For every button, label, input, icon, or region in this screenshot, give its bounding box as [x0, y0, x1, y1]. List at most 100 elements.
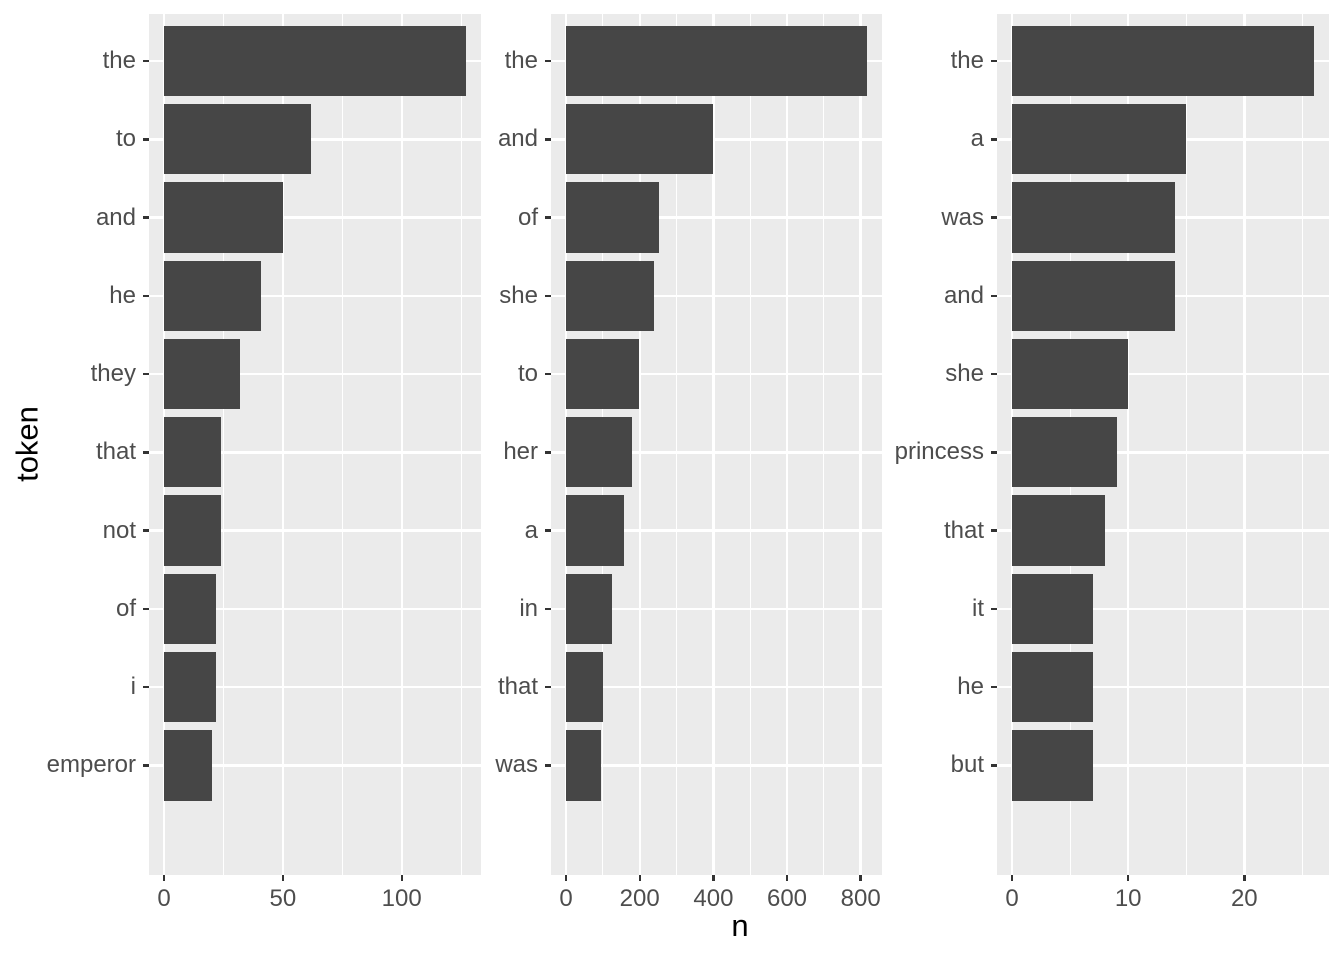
y-tick-label-he: he [957, 673, 984, 701]
y-tick-label-and: and [943, 281, 984, 309]
gridline-x-minor-25 [222, 14, 225, 875]
bar-was [1012, 182, 1175, 253]
bar-and [164, 182, 283, 253]
y-tick-mark-her [545, 451, 551, 454]
y-tick-label-he: he [109, 281, 136, 309]
gridline-y-of [551, 216, 882, 219]
gridline-y-a [551, 529, 882, 532]
bar-to [164, 104, 312, 175]
y-tick-label-her: her [503, 438, 538, 466]
y-tick-label-i: i [130, 673, 136, 701]
bar-to [566, 338, 640, 410]
bar-not [164, 495, 222, 566]
y-tick-mark-emperor [143, 764, 149, 767]
x-tick-mark-800 [859, 875, 862, 881]
facet-panel-2 [551, 14, 882, 875]
y-tick-mark-that [143, 451, 149, 454]
bar-of [164, 573, 217, 644]
bar-i [164, 651, 217, 723]
bar-they [164, 338, 241, 410]
y-tick-label-that: that [95, 438, 136, 466]
bar-a [566, 495, 624, 566]
gridline-x-minor-25 [1301, 14, 1303, 875]
gridline-x-major-50 [281, 14, 285, 875]
facet-panel-1 [149, 14, 481, 875]
bar-and [1012, 260, 1175, 331]
y-tick-label-the: the [504, 47, 538, 74]
y-tick-mark-and [545, 138, 551, 141]
gridline-x-major-0 [162, 14, 166, 875]
x-tick-mark-0 [162, 875, 166, 881]
x-tick-label-0: 0 [157, 885, 171, 912]
y-tick-label-to: to [517, 360, 538, 388]
y-tick-label-that: that [497, 673, 538, 701]
y-tick-label-a: a [524, 516, 538, 544]
gridline-y-to [551, 372, 882, 376]
gridline-y-he [149, 294, 481, 297]
x-tick-mark-10 [1126, 875, 1130, 881]
x-tick-label-0: 0 [1005, 885, 1019, 912]
x-tick-label-200: 200 [619, 885, 660, 912]
y-tick-label-of: of [115, 594, 136, 622]
gridline-x-major-400 [712, 14, 715, 875]
gridline-y-it [997, 607, 1329, 611]
gridline-y-i [149, 685, 481, 689]
gridline-y-he [997, 685, 1329, 689]
bar-that [164, 417, 222, 488]
gridline-y-that [997, 529, 1329, 532]
y-tick-label-not: not [102, 516, 136, 544]
x-tick-mark-100 [400, 875, 403, 881]
y-tick-label-in: in [519, 594, 538, 622]
x-tick-label-10: 10 [1114, 885, 1142, 912]
y-tick-mark-that [545, 685, 551, 689]
bar-that [566, 651, 603, 723]
gridline-x-minor-125 [460, 14, 462, 875]
bar-was [566, 730, 601, 801]
bar-but [1012, 730, 1094, 801]
y-tick-mark-to [545, 372, 551, 376]
gridline-x-major-0 [1010, 14, 1014, 875]
bar-in [566, 573, 613, 644]
y-tick-mark-but [991, 764, 997, 767]
y-tick-mark-was [545, 764, 551, 767]
y-axis-title: token [9, 406, 45, 482]
bar-her [566, 417, 632, 488]
y-tick-label-was: was [495, 751, 538, 779]
y-tick-mark-the [143, 59, 149, 63]
bar-that [1012, 495, 1105, 566]
y-tick-mark-the [545, 59, 551, 63]
y-tick-mark-a [545, 529, 551, 532]
gridline-y-that [551, 685, 882, 689]
y-tick-mark-he [143, 294, 149, 297]
gridline-y-princess [997, 451, 1329, 454]
bar-of [566, 182, 659, 253]
y-tick-label-princess: princess [894, 438, 984, 466]
gridline-y-of [149, 607, 481, 611]
x-tick-mark-0 [1010, 875, 1014, 881]
gridline-x-minor-15 [1185, 14, 1187, 875]
y-tick-mark-she [991, 372, 997, 376]
x-axis-title: n [731, 908, 749, 943]
x-tick-label-0: 0 [559, 885, 573, 912]
gridline-x-major-100 [400, 14, 403, 875]
x-tick-mark-600 [785, 875, 789, 881]
gridline-x-major-600 [785, 14, 789, 875]
y-tick-label-they: they [90, 360, 136, 388]
bar-she [1012, 338, 1129, 410]
y-tick-mark-in [545, 607, 551, 611]
gridline-x-minor-300 [675, 14, 678, 875]
gridline-y-not [149, 529, 481, 532]
y-tick-mark-and [143, 216, 149, 219]
y-tick-mark-it [991, 607, 997, 611]
bar-she [566, 260, 654, 331]
gridline-y-she [997, 372, 1329, 376]
gridline-y-she [551, 294, 882, 297]
y-tick-mark-princess [991, 451, 997, 454]
y-tick-label-it: it [972, 594, 984, 622]
y-tick-label-and: and [497, 125, 538, 153]
gridline-y-emperor [149, 764, 481, 767]
gridline-y-in [551, 607, 882, 611]
y-tick-label-she: she [499, 281, 538, 309]
x-tick-label-600: 600 [766, 885, 808, 912]
y-tick-mark-a [991, 138, 997, 141]
